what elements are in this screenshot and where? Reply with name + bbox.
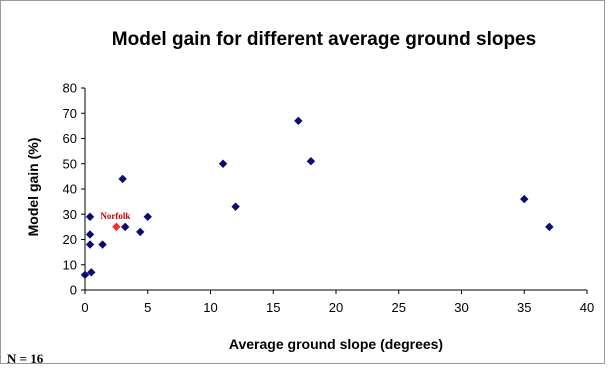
data-point (545, 222, 554, 232)
highlight-point (112, 222, 121, 232)
annotations: Norfolk (100, 211, 130, 221)
y-tick-label: 30 (63, 207, 77, 222)
x-tick-label: 25 (392, 300, 406, 315)
y-tick-label: 40 (63, 182, 77, 197)
data-point (98, 240, 107, 249)
y-tick-label: 80 (63, 81, 77, 96)
y-tick-label: 60 (63, 131, 77, 146)
data-point (85, 240, 95, 249)
y-tick-label: 50 (63, 156, 77, 171)
data-point (85, 212, 95, 221)
data-point (520, 194, 529, 204)
data-points (80, 116, 554, 280)
x-tick-label: 40 (580, 300, 594, 315)
data-point (136, 227, 145, 237)
x-tick-label: 0 (81, 300, 88, 315)
data-point (143, 212, 152, 221)
annotation-label: Norfolk (100, 211, 130, 221)
data-point (85, 230, 95, 239)
y-tick-label: 0 (70, 283, 77, 298)
sample-size-note: N = 16 (7, 351, 44, 366)
data-point (294, 116, 303, 126)
tick-marks (81, 87, 588, 294)
x-tick-label: 30 (454, 300, 468, 315)
x-tick-labels: 0 5 10 15 20 25 30 35 40 (81, 300, 594, 315)
y-tick-label: 20 (63, 232, 77, 247)
data-point (118, 174, 127, 184)
y-axis-title: Model gain (%) (25, 138, 41, 237)
x-tick-label: 10 (203, 300, 217, 315)
data-point (218, 159, 228, 168)
data-point (306, 157, 316, 166)
data-point (120, 222, 130, 232)
x-tick-label: 35 (517, 300, 531, 315)
data-point (231, 202, 240, 211)
x-tick-label: 20 (329, 300, 343, 315)
data-point (87, 268, 96, 277)
x-axis-title: Average ground slope (degrees) (229, 336, 443, 352)
y-tick-label: 70 (63, 106, 77, 121)
data-point (80, 270, 90, 280)
y-tick-label: 10 (63, 257, 77, 272)
y-tick-labels: 0 10 20 30 40 50 60 70 80 (63, 81, 77, 298)
x-tick-label: 15 (266, 300, 280, 315)
chart-title: Model gain for different average ground … (112, 29, 536, 50)
x-tick-label: 5 (144, 300, 151, 315)
